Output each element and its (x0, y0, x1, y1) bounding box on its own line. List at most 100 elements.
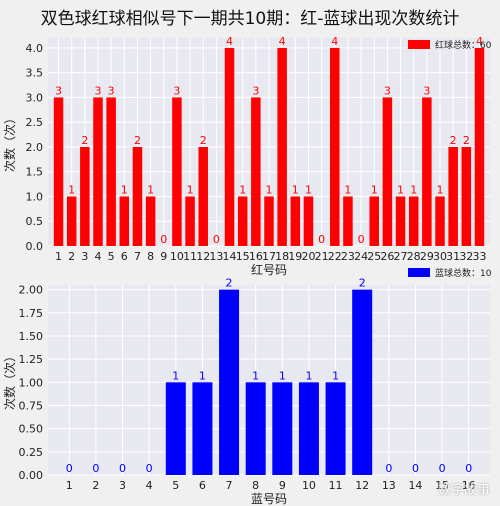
data-label: 1 (437, 183, 444, 196)
data-label: 0 (66, 462, 73, 475)
x-tick-label: 16 (462, 479, 476, 492)
legend-label: 红球总数：60 (435, 39, 492, 51)
bar-15 (237, 196, 248, 246)
bar-28 (408, 196, 419, 246)
data-label: 3 (173, 84, 180, 97)
x-axis-label: 蓝号码 (251, 492, 287, 506)
y-tick-label: 0.50 (19, 423, 44, 436)
data-label: 2 (463, 134, 470, 147)
bar-29 (422, 97, 432, 246)
y-tick-label: 1.50 (19, 330, 44, 343)
data-label: 1 (292, 183, 299, 196)
data-label: 0 (318, 233, 325, 246)
data-label: 0 (358, 233, 365, 246)
y-tick-label: 3.0 (26, 91, 44, 104)
x-tick-label: 10 (302, 479, 316, 492)
x-tick-label: 6 (199, 479, 206, 492)
x-tick-label: 11 (183, 250, 197, 263)
legend-label: 蓝球总数：10 (435, 267, 492, 279)
data-label: 0 (439, 462, 446, 475)
data-label: 3 (108, 84, 115, 97)
bar-20 (303, 196, 314, 246)
bar-26 (382, 97, 393, 246)
bar-5 (165, 382, 186, 475)
x-tick-label: 9 (279, 479, 286, 492)
y-tick-label: 4.0 (26, 42, 44, 55)
y-tick-label: 0.5 (26, 215, 44, 228)
data-label: 1 (344, 183, 351, 196)
data-label: 1 (410, 183, 417, 196)
x-tick-label: 11 (329, 479, 343, 492)
y-tick-label: 0.0 (26, 240, 44, 253)
bar-12 (198, 146, 208, 246)
data-label: 3 (94, 84, 101, 97)
data-label: 1 (279, 369, 286, 382)
y-axis-label: 次数（次） (2, 350, 17, 410)
y-tick-label: 0.25 (19, 446, 44, 459)
x-tick-label: 19 (288, 250, 302, 263)
y-tick-label: 2.00 (19, 284, 44, 297)
data-label: 1 (332, 369, 339, 382)
x-tick-label: 28 (407, 250, 421, 263)
data-label: 0 (385, 462, 392, 475)
data-label: 2 (226, 277, 233, 290)
data-label: 0 (119, 462, 126, 475)
bar-3 (80, 146, 90, 246)
bar-23 (343, 196, 353, 246)
x-tick-label: 5 (172, 479, 179, 492)
x-tick-label: 10 (170, 250, 184, 263)
bar-7 (132, 146, 143, 246)
data-label: 2 (200, 134, 207, 147)
x-tick-label: 4 (146, 479, 153, 492)
chart-title: 双色球红球相似号下一期共10期：红-蓝球出现次数统计 (40, 9, 460, 29)
data-label: 4 (226, 35, 233, 48)
x-tick-label: 3 (81, 250, 88, 263)
data-label: 1 (305, 369, 312, 382)
x-tick-label: 17 (262, 250, 276, 263)
x-tick-label: 7 (226, 479, 233, 492)
x-tick-label: 29 (420, 250, 434, 263)
x-tick-label: 20 (301, 250, 315, 263)
bar-11 (325, 382, 346, 475)
x-tick-label: 1 (55, 250, 62, 263)
data-label: 0 (465, 462, 472, 475)
data-label: 4 (476, 35, 483, 48)
bar-11 (185, 196, 195, 246)
x-tick-label: 18 (275, 250, 289, 263)
legend: 蓝球总数：10 (408, 267, 492, 279)
bar-16 (251, 97, 261, 246)
y-tick-label: 1.00 (19, 376, 44, 389)
x-tick-label: 31 (446, 250, 460, 263)
y-axis-label: 次数（次） (2, 112, 17, 172)
bar-14 (224, 47, 235, 247)
data-label: 0 (412, 462, 419, 475)
x-tick-label: 3 (119, 479, 126, 492)
data-label: 1 (239, 183, 246, 196)
bar-7 (219, 289, 240, 475)
data-label: 1 (172, 369, 179, 382)
data-label: 3 (55, 84, 62, 97)
bar-22 (330, 47, 340, 247)
bar-4 (93, 97, 103, 246)
x-tick-label: 24 (354, 250, 368, 263)
legend-swatch (408, 40, 430, 49)
bar-2 (66, 196, 77, 246)
x-tick-label: 1 (66, 479, 73, 492)
data-label: 1 (397, 183, 404, 196)
x-tick-label: 4 (94, 250, 101, 263)
y-tick-label: 1.5 (26, 166, 44, 179)
y-tick-label: 2.5 (26, 116, 44, 129)
data-label: 4 (331, 35, 338, 48)
chart-panel-2: 0.000.250.500.751.001.251.501.752.000102… (2, 267, 492, 506)
legend: 红球总数：60 (408, 39, 492, 51)
x-tick-label: 8 (147, 250, 154, 263)
bar-30 (435, 196, 445, 246)
bar-27 (395, 196, 406, 246)
y-tick-label: 1.25 (19, 353, 44, 366)
x-tick-label: 12 (355, 479, 369, 492)
bar-6 (119, 196, 130, 246)
x-tick-label: 15 (236, 250, 250, 263)
data-label: 2 (359, 277, 366, 290)
bar-5 (106, 97, 116, 246)
